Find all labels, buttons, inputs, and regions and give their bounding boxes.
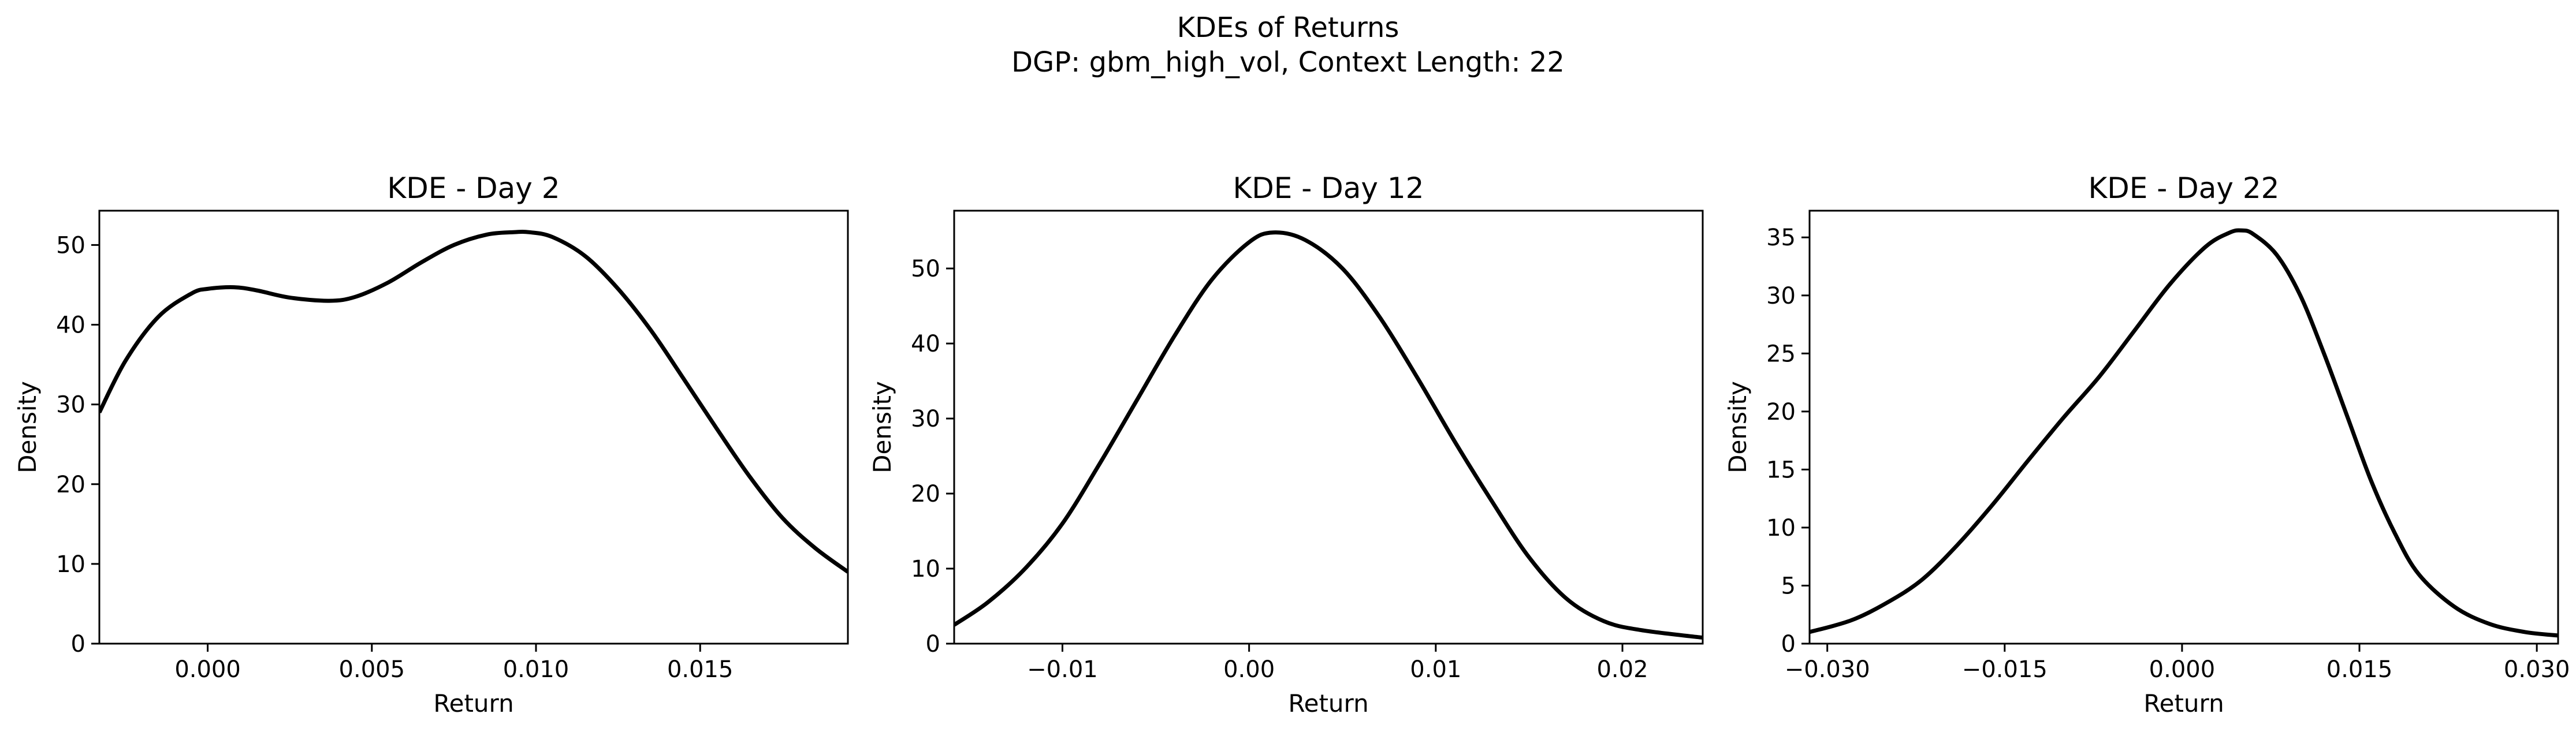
kde-curve <box>954 230 1703 640</box>
kde-panel-2: −0.01 0.00 0.01 0.02 0 10 20 30 40 50 Return Densit… <box>868 171 1704 718</box>
x-tick-label: −0.015 <box>1962 656 2048 683</box>
plot-frame <box>1808 210 2559 645</box>
y-axis-label: Density <box>868 381 896 473</box>
y-tick-label: 10 <box>1766 515 1796 541</box>
x-axis-label: Return <box>433 689 513 718</box>
figure-main-title: KDEs of Returns <box>1177 12 1399 44</box>
y-tick-label: 50 <box>911 256 940 282</box>
x-tick-label: 0.030 <box>2504 656 2570 683</box>
figure-title: KDEs of Returns DGP: gbm_high_vol, Conte… <box>0 10 2576 80</box>
y-tick-label: 50 <box>56 232 85 259</box>
x-tick-label: −0.01 <box>1027 656 1098 683</box>
x-tick-label: −0.030 <box>1785 656 1870 683</box>
x-tick-label: 0.000 <box>2149 656 2216 683</box>
y-tick-label: 30 <box>1766 283 1796 309</box>
kde-curve <box>1810 228 2558 638</box>
x-tick-label: 0.015 <box>667 656 734 683</box>
y-tick-label: 0 <box>1781 631 1796 657</box>
panel-title: KDE - Day 2 <box>387 171 560 205</box>
x-tick-label: 0.015 <box>2326 656 2393 683</box>
figure-subtitle: DGP: gbm_high_vol, Context Length: 22 <box>1011 46 1565 79</box>
x-tick-label: 0.000 <box>174 656 241 683</box>
y-tick-label: 40 <box>911 331 940 357</box>
y-tick-label: 30 <box>56 392 85 419</box>
y-tick-label: 40 <box>56 312 85 339</box>
y-tick-label: 0 <box>71 631 85 657</box>
y-tick-label: 5 <box>1781 573 1796 599</box>
kde-panel-1: 0.000 0.005 0.010 0.015 0 10 20 30 40 50 Return Den… <box>13 171 849 718</box>
kde-panel-3: −0.030 −0.015 0.000 0.015 0.030 0 5 10 15 20 25 30 3… <box>1723 171 2570 718</box>
y-tick-label: 20 <box>911 481 940 507</box>
y-tick-label: 10 <box>56 551 85 578</box>
y-tick-label: 20 <box>56 472 85 498</box>
y-axis-label: Density <box>1723 381 1752 473</box>
x-tick-label: 0.005 <box>339 656 405 683</box>
plot-frame <box>98 210 849 645</box>
y-tick-label: 0 <box>926 631 940 657</box>
plot-frame <box>953 210 1704 645</box>
x-axis-label: Return <box>1288 689 1368 718</box>
y-tick-label: 20 <box>1766 399 1796 425</box>
y-tick-label: 35 <box>1766 225 1796 251</box>
y-tick-label: 30 <box>911 406 940 432</box>
y-tick-label: 10 <box>911 556 940 582</box>
y-tick-label: 15 <box>1766 457 1796 483</box>
x-tick-label: 0.02 <box>1596 656 1648 683</box>
x-tick-label: 0.010 <box>503 656 569 683</box>
y-tick-label: 25 <box>1766 341 1796 367</box>
panel-title: KDE - Day 12 <box>1233 171 1424 205</box>
x-axis-label: Return <box>2143 689 2224 718</box>
x-tick-label: 0.00 <box>1223 656 1275 683</box>
y-axis-label: Density <box>13 381 42 473</box>
kde-curve <box>99 230 848 574</box>
panel-title: KDE - Day 22 <box>2089 171 2280 205</box>
x-tick-label: 0.01 <box>1410 656 1461 683</box>
